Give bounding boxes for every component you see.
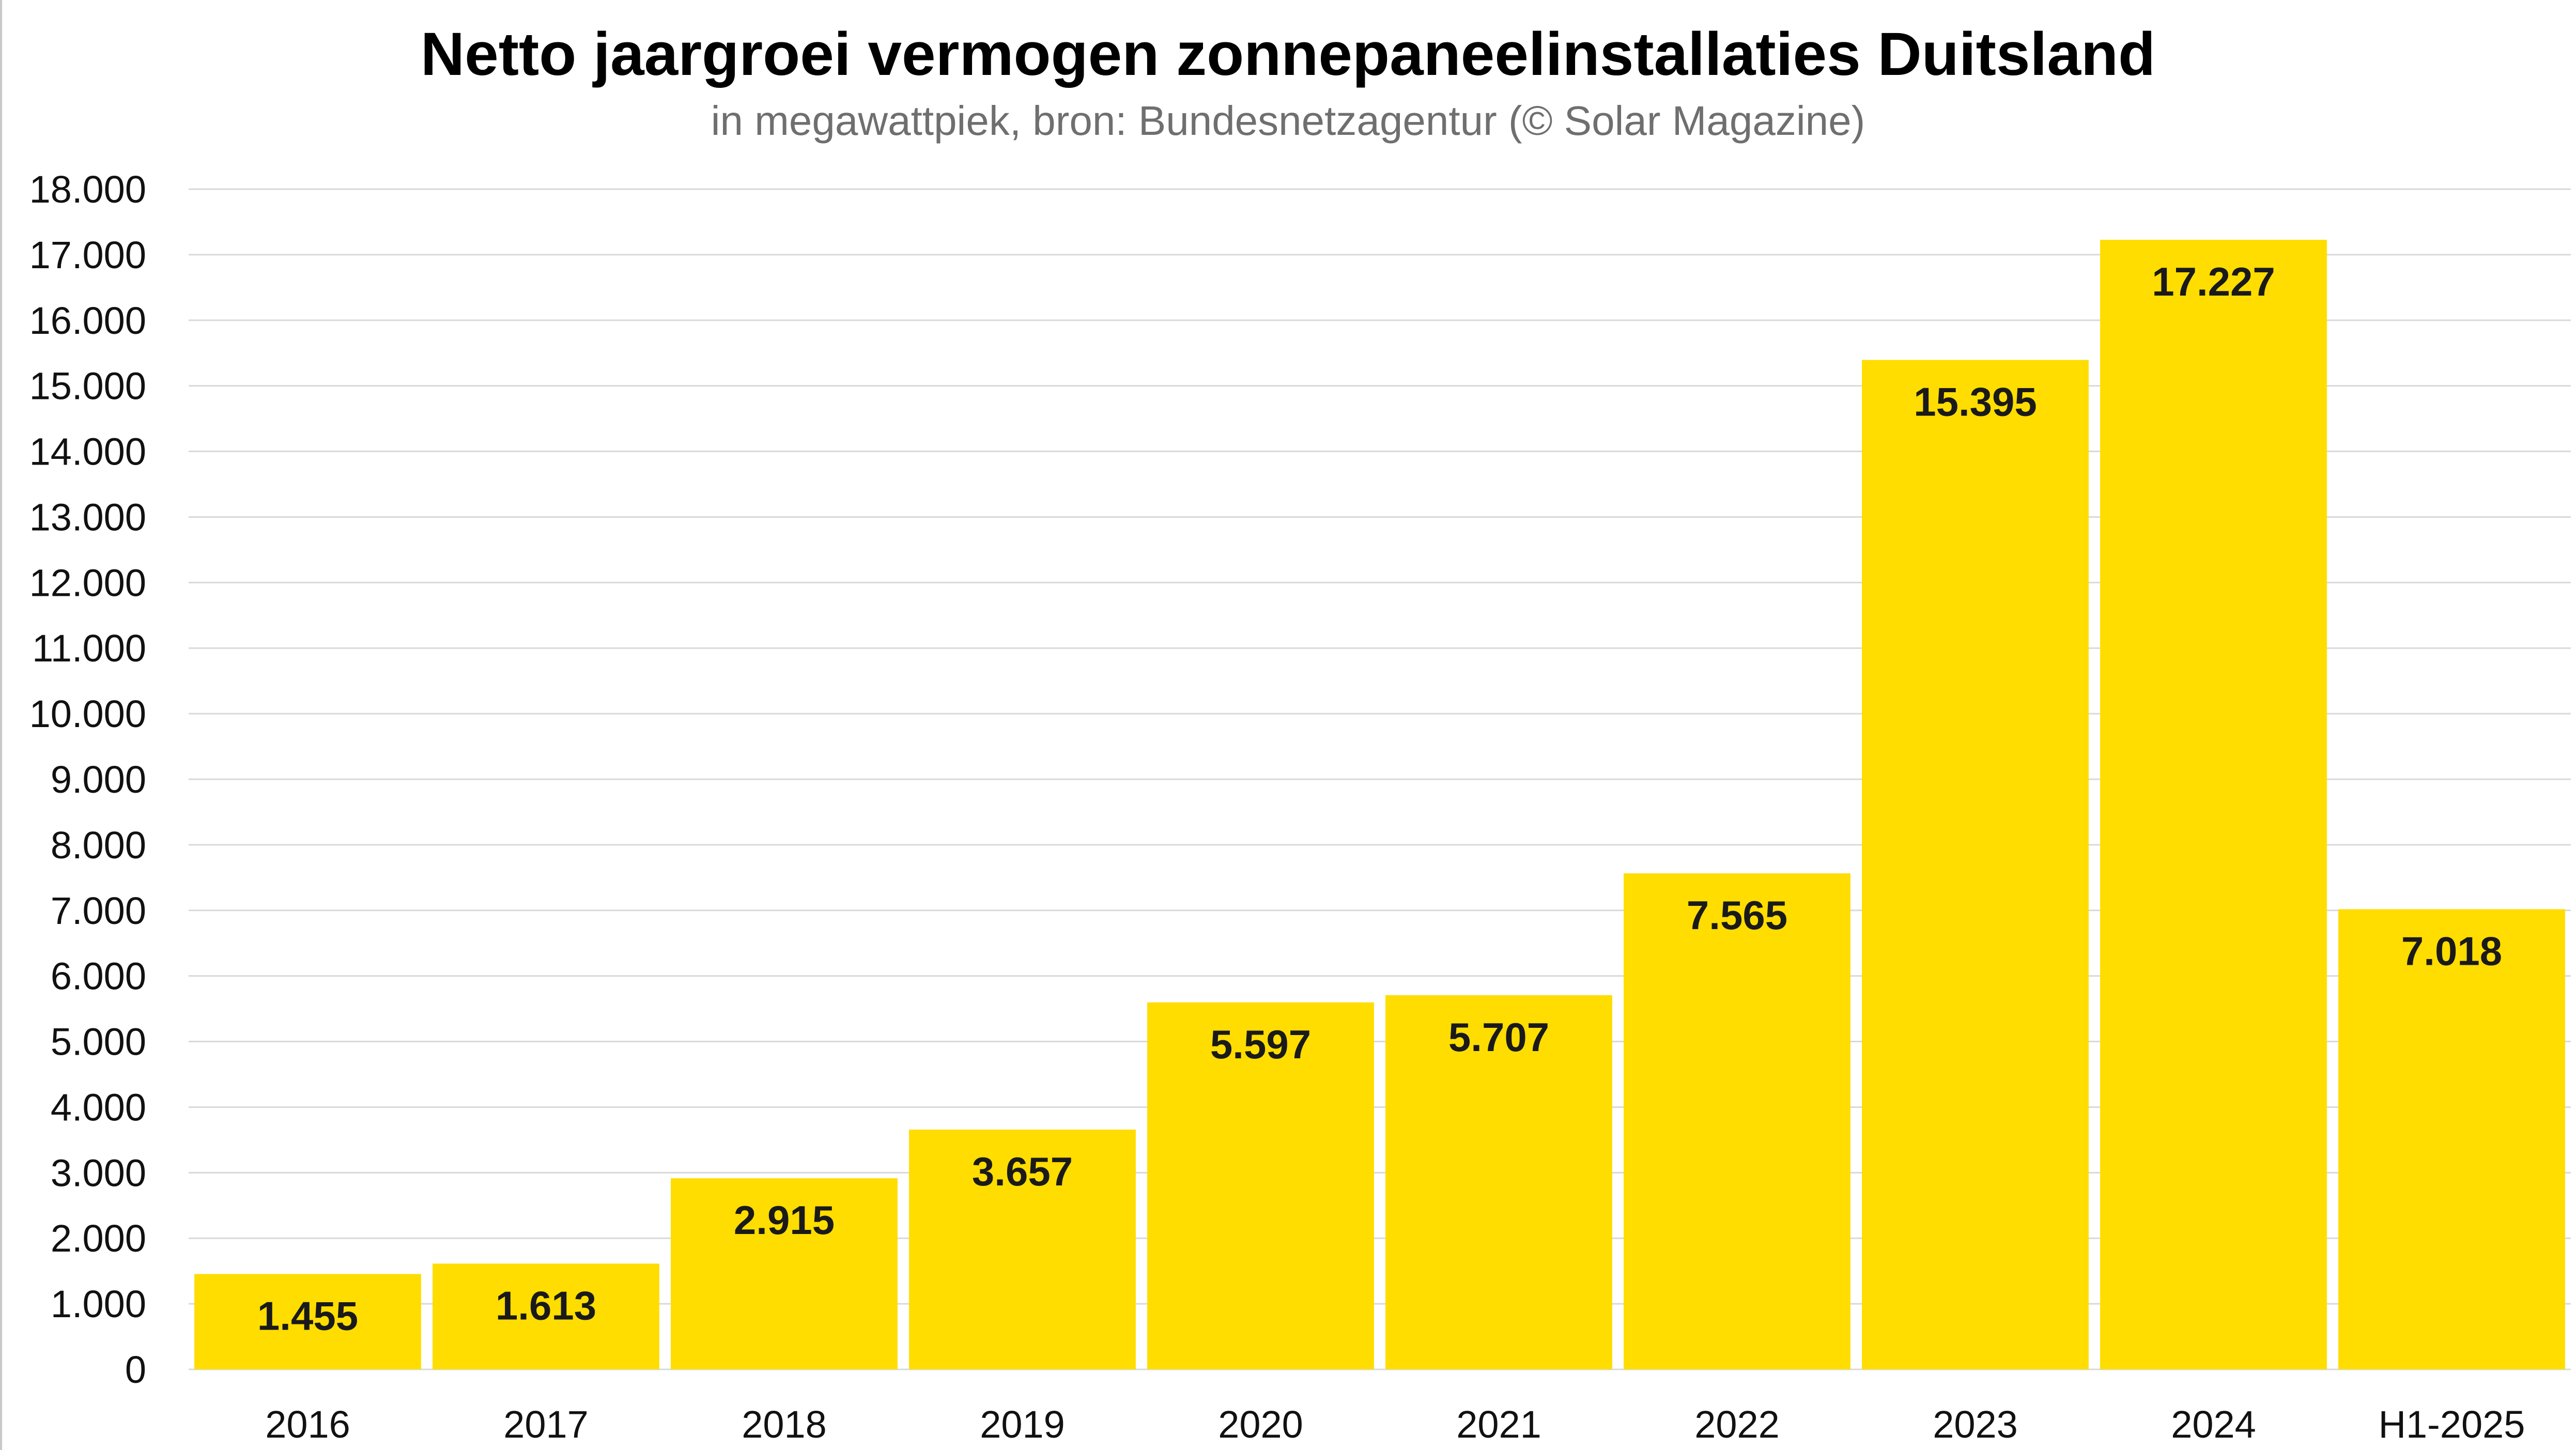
x-tick-label: 2017	[503, 1403, 589, 1446]
y-tick-label: 7.000	[51, 889, 146, 932]
data-label: 5.597	[1210, 1022, 1311, 1067]
bar	[2100, 240, 2327, 1369]
data-label: 1.455	[257, 1293, 358, 1338]
bars	[194, 240, 2565, 1369]
y-tick-label: 4.000	[51, 1086, 146, 1129]
y-tick-label: 2.000	[51, 1217, 146, 1260]
x-tick-label: H1-2025	[2379, 1403, 2525, 1446]
x-tick-label: 2022	[1694, 1403, 1780, 1446]
x-tick-label: 2021	[1456, 1403, 1541, 1446]
data-label: 15.395	[1914, 379, 2037, 425]
bar	[194, 1274, 421, 1369]
data-label: 7.018	[2401, 928, 2502, 974]
x-tick-label: 2024	[2171, 1403, 2256, 1446]
x-tick-label: 2016	[265, 1403, 350, 1446]
y-tick-label: 18.000	[29, 168, 146, 211]
data-label: 5.707	[1448, 1014, 1549, 1060]
bar	[433, 1263, 659, 1369]
x-tick-label: 2023	[1933, 1403, 2018, 1446]
bar	[1385, 995, 1612, 1369]
data-label: 17.227	[2152, 259, 2275, 304]
y-tick-label: 12.000	[29, 561, 146, 604]
bar	[1624, 873, 1850, 1369]
y-tick-label: 3.000	[51, 1151, 146, 1194]
bar	[2338, 909, 2565, 1369]
y-tick-label: 5.000	[51, 1021, 146, 1063]
x-tick-label: 2019	[980, 1403, 1065, 1446]
y-tick-label: 9.000	[51, 758, 146, 801]
bar	[671, 1178, 898, 1369]
data-labels: 1.455 1.613 2.915 3.657 5.597 5.707 7.565 15.39…	[257, 259, 2502, 1338]
y-tick-label: 13.000	[29, 496, 146, 538]
y-tick-label: 15.000	[29, 365, 146, 408]
y-tick-label: 11.000	[32, 627, 146, 670]
y-tick-label: 17.000	[29, 234, 146, 276]
y-tick-label: 10.000	[29, 692, 146, 735]
y-tick-label: 8.000	[51, 824, 146, 867]
bar	[1147, 1002, 1374, 1369]
left-border	[0, 0, 2, 1450]
x-tick-label: 2020	[1218, 1403, 1303, 1446]
chart-title: Netto jaargroei vermogen zonnepaneelinst…	[420, 20, 2156, 88]
bar	[1862, 360, 2089, 1369]
x-axis-labels: 2016 2017 2018 2019 2020 2021 2022 2023 2024 H1-2…	[265, 1403, 2525, 1446]
y-tick-label: 1.000	[51, 1283, 146, 1325]
data-label: 2.915	[734, 1197, 835, 1243]
y-tick-label: 14.000	[29, 430, 146, 473]
bar	[909, 1129, 1136, 1369]
data-label: 1.613	[496, 1283, 596, 1328]
chart-subtitle: in megawattpiek, bron: Bundesnetzagentur…	[711, 98, 1865, 144]
y-axis-ticks: 0 1.000 2.000 3.000 4.000 5.000 6.000 7.000 8.00…	[29, 168, 146, 1391]
x-tick-label: 2018	[742, 1403, 827, 1446]
y-tick-label: 0	[125, 1348, 146, 1391]
data-label: 3.657	[972, 1149, 1073, 1194]
y-tick-label: 16.000	[29, 299, 146, 342]
data-label: 7.565	[1687, 892, 1787, 938]
y-tick-label: 6.000	[51, 955, 146, 998]
